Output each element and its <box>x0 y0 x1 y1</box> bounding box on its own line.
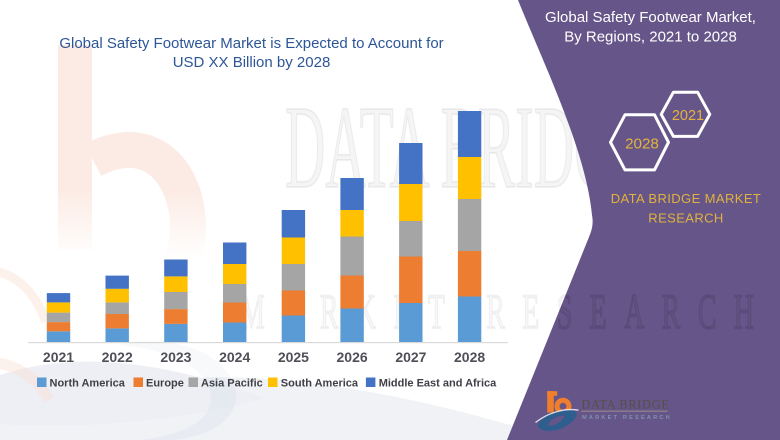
svg-text:USD XX Billion by 2028: USD XX Billion by 2028 <box>173 54 331 71</box>
svg-text:2022: 2022 <box>102 349 133 365</box>
svg-text:Global Safety Footwear Market,: Global Safety Footwear Market, <box>545 9 756 26</box>
svg-text:DATA BRIDGE: DATA BRIDGE <box>582 397 670 411</box>
svg-text:2028: 2028 <box>454 349 485 365</box>
svg-text:2021: 2021 <box>672 108 704 124</box>
svg-text:South America: South America <box>281 378 359 390</box>
svg-text:Asia Pacific: Asia Pacific <box>201 378 263 390</box>
svg-text:Global Safety Footwear Market: Global Safety Footwear Market is Expecte… <box>59 35 443 52</box>
svg-text:By Regions, 2021 to 2028: By Regions, 2021 to 2028 <box>564 29 737 46</box>
svg-text:2028: 2028 <box>625 135 659 152</box>
svg-text:Middle East and Africa: Middle East and Africa <box>379 378 497 390</box>
svg-text:2023: 2023 <box>160 349 191 365</box>
svg-text:MARKET RESEARCH: MARKET RESEARCH <box>582 415 672 421</box>
svg-text:Europe: Europe <box>146 378 184 390</box>
svg-text:2025: 2025 <box>278 349 309 365</box>
svg-text:RESEARCH: RESEARCH <box>648 210 723 225</box>
svg-text:DATA BRIDGE MARKET: DATA BRIDGE MARKET <box>611 191 761 206</box>
svg-text:2026: 2026 <box>337 349 368 365</box>
svg-text:2021: 2021 <box>43 349 74 365</box>
svg-text:2024: 2024 <box>219 349 250 365</box>
svg-text:North America: North America <box>50 378 126 390</box>
svg-text:2027: 2027 <box>395 349 426 365</box>
